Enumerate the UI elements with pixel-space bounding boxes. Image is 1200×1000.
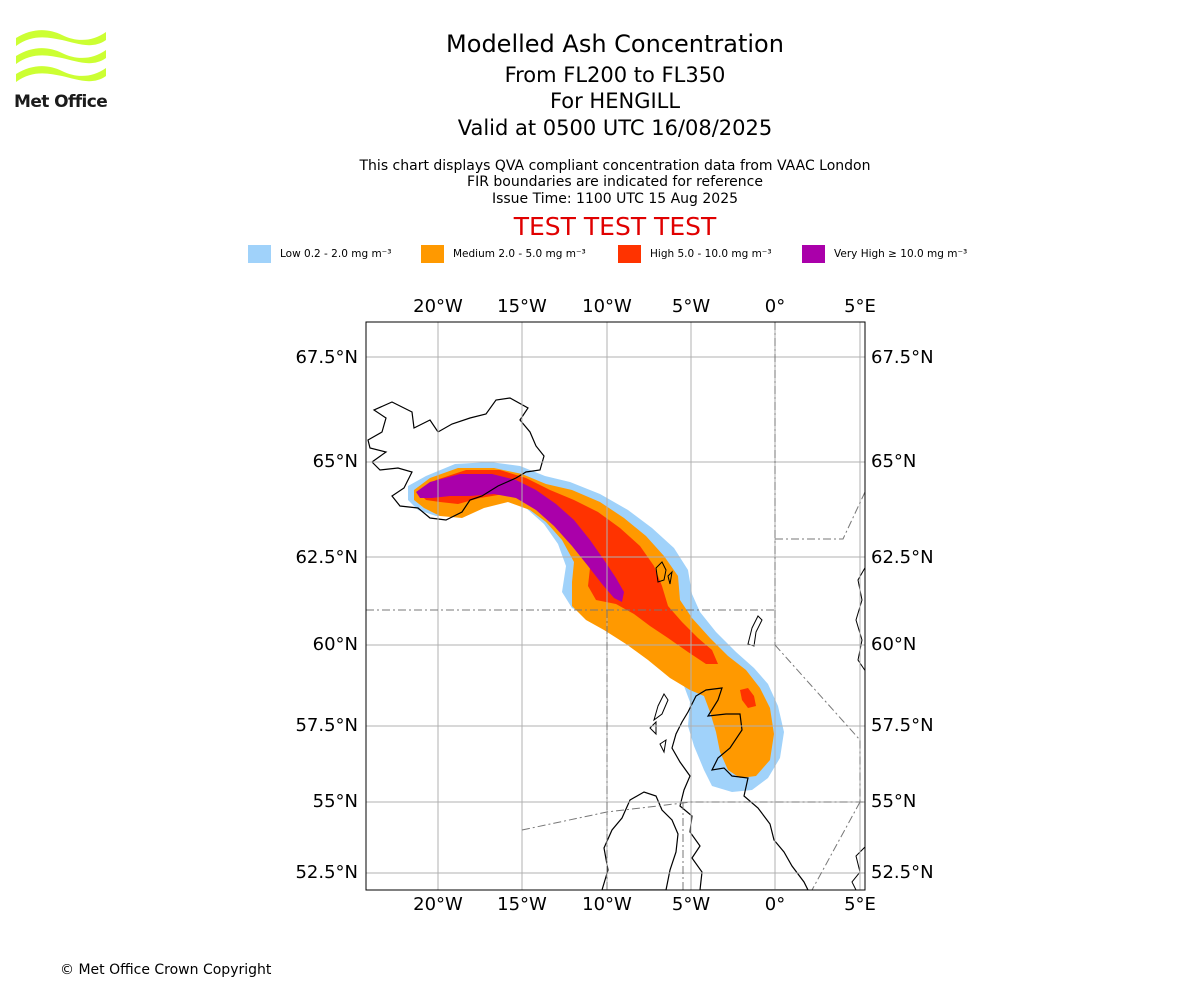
legend-swatch-medium (421, 245, 444, 263)
denmark-coastline (851, 846, 865, 890)
lon-labels-bottom: 20°W 15°W 10°W 5°W 0° 5°E (413, 894, 876, 915)
shetland-coastline (747, 615, 763, 647)
ireland-coastline (601, 791, 679, 890)
lat-label: 65°N (313, 451, 358, 472)
issue-time: Issue Time: 1100 UTC 15 Aug 2025 (491, 191, 739, 207)
lon-label: 0° (765, 894, 785, 915)
legend-item-low: Low 0.2 - 2.0 mg m⁻³ (248, 244, 391, 264)
lat-label: 65°N (871, 451, 916, 472)
lon-label: 10°W (582, 894, 632, 915)
met-office-waves-icon (16, 30, 106, 82)
valid-time: Valid at 0500 UTC 16/08/2025 (457, 116, 773, 140)
legend-swatch-very-high (802, 245, 825, 263)
legend-label-low: Low 0.2 - 2.0 mg m⁻³ (280, 248, 392, 260)
lat-label: 52.5°N (871, 862, 934, 883)
lon-label: 0° (765, 296, 785, 317)
fir-boundaries (366, 322, 866, 891)
hebrides-coastline (649, 693, 669, 754)
map-frame (365, 321, 866, 891)
lon-label: 5°W (672, 894, 710, 915)
lon-label: 5°E (844, 296, 876, 317)
lat-label: 62.5°N (871, 547, 934, 568)
lat-labels-right: 67.5°N 65°N 62.5°N 60°N 57.5°N 55°N 52.5… (871, 347, 934, 883)
legend-item-very-high: Very High ≥ 10.0 mg m⁻³ (802, 244, 967, 264)
fir-note: FIR boundaries are indicated for referen… (467, 174, 763, 190)
norway-coastline (855, 566, 865, 672)
ash-area-low (408, 462, 784, 792)
lat-label: 67.5°N (871, 347, 934, 368)
lon-label: 20°W (413, 296, 463, 317)
lon-label: 5°E (844, 894, 876, 915)
lon-labels-top: 20°W 15°W 10°W 5°W 0° 5°E (413, 296, 876, 317)
lon-label: 15°W (497, 296, 547, 317)
legend-label-high: High 5.0 - 10.0 mg m⁻³ (650, 248, 772, 260)
copyright: © Met Office Crown Copyright (60, 962, 272, 978)
legend-label-very-high: Very High ≥ 10.0 mg m⁻³ (834, 248, 968, 260)
chart-title: Modelled Ash Concentration (446, 30, 784, 58)
met-office-logo: Met Office (14, 28, 109, 112)
lat-label: 55°N (313, 791, 358, 812)
lat-label: 57.5°N (871, 715, 934, 736)
lat-label: 55°N (871, 791, 916, 812)
ash-area-high (418, 470, 718, 664)
flight-levels: From FL200 to FL350 (504, 63, 726, 87)
lat-label: 60°N (313, 634, 358, 655)
legend-swatch-high (618, 245, 641, 263)
ash-area-high-patch (740, 688, 756, 708)
lat-label: 67.5°N (295, 347, 358, 368)
lon-label: 15°W (497, 894, 547, 915)
lat-label: 62.5°N (295, 547, 358, 568)
ash-area-very-high (416, 474, 624, 602)
faroe-coastline (655, 561, 673, 585)
legend-item-medium: Medium 2.0 - 5.0 mg m⁻³ (421, 244, 586, 264)
lat-label: 52.5°N (295, 862, 358, 883)
legend-swatch-low (248, 245, 271, 263)
legend-item-high: High 5.0 - 10.0 mg m⁻³ (618, 244, 772, 264)
lon-label: 20°W (413, 894, 463, 915)
great-britain-coastline (671, 687, 809, 890)
qva-note: This chart displays QVA compliant concen… (359, 158, 871, 174)
iceland-coastline (367, 397, 545, 521)
lat-label: 60°N (871, 634, 916, 655)
lon-label: 5°W (672, 296, 710, 317)
lat-label: 57.5°N (295, 715, 358, 736)
ash-area-medium (414, 468, 774, 778)
volcano-name: For HENGILL (549, 89, 681, 113)
test-banner: TEST TEST TEST (513, 212, 717, 241)
logo-text: Met Office (14, 92, 108, 112)
lat-labels-left: 67.5°N 65°N 62.5°N 60°N 57.5°N 55°N 52.5… (295, 347, 358, 883)
lon-label: 10°W (582, 296, 632, 317)
legend-label-medium: Medium 2.0 - 5.0 mg m⁻³ (453, 248, 586, 260)
